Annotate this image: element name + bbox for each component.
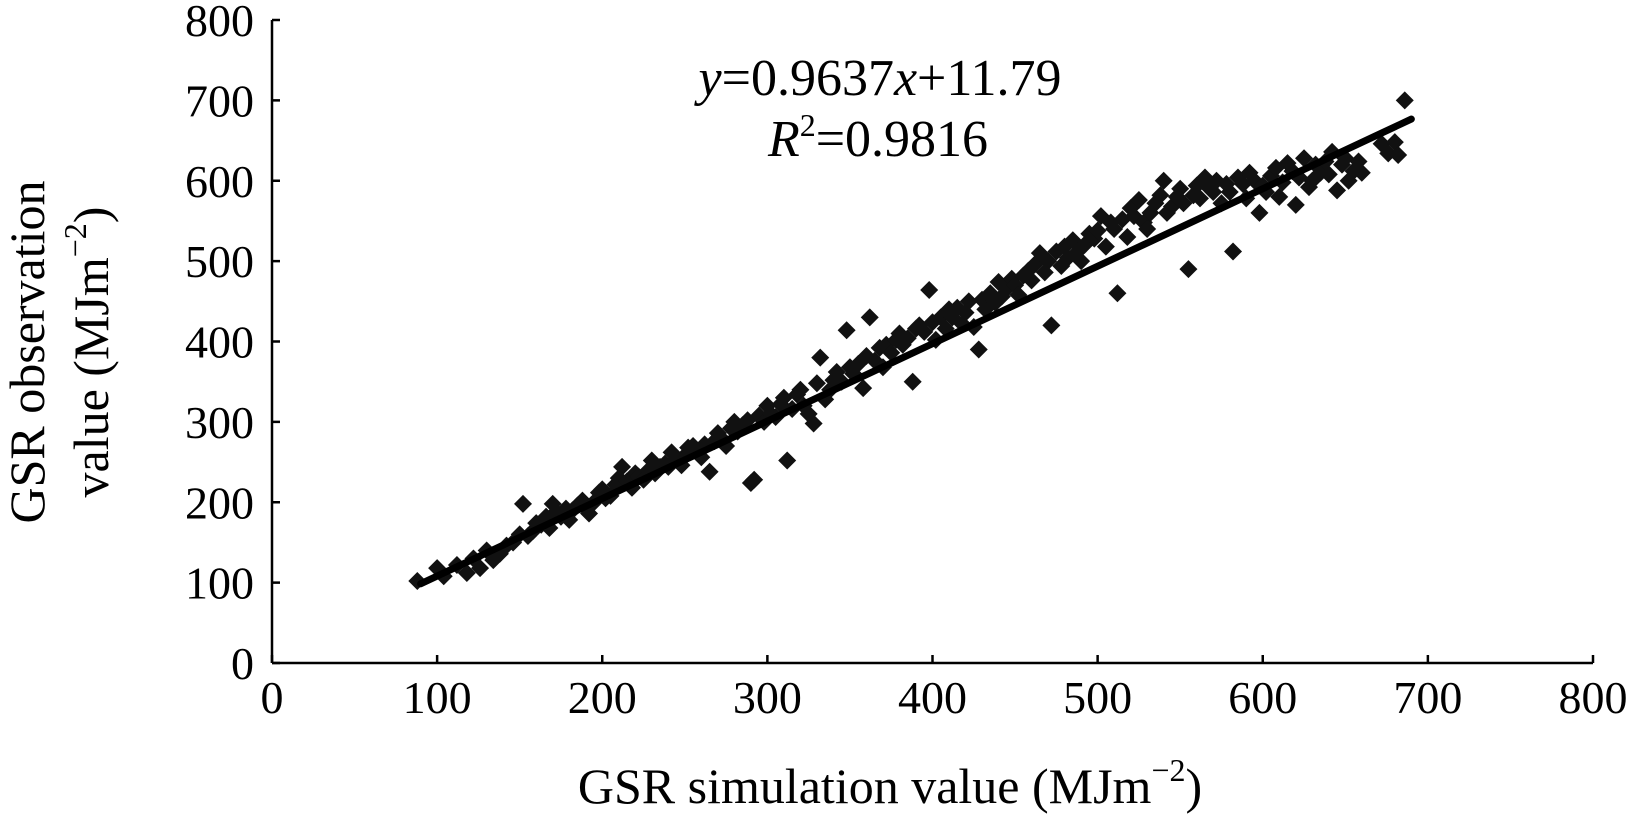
data-point-80 [791, 380, 810, 399]
r2-exp: 2 [800, 107, 816, 143]
y-tick-label-200: 200 [185, 477, 254, 528]
y-tick-label-300: 300 [185, 397, 254, 448]
x-tick-label-0: 0 [261, 672, 284, 723]
data-point-95 [854, 379, 873, 398]
x-axis-title-exp: −2 [1151, 752, 1185, 788]
data-point-220 [1389, 146, 1408, 165]
data-point-219 [1385, 133, 1404, 152]
data-point-208 [1319, 165, 1338, 184]
y-axis-title-line2-text: value (MJm [63, 257, 119, 497]
data-point-121 [959, 292, 978, 311]
x-tick-label-100: 100 [403, 672, 472, 723]
data-point-77 [778, 451, 797, 470]
data-point-162 [1129, 191, 1148, 210]
data-point-84 [807, 374, 826, 393]
data-point-159 [1118, 228, 1137, 247]
data-point-107 [903, 372, 922, 391]
y-tick-label-100: 100 [185, 558, 254, 609]
data-point-174 [1179, 260, 1198, 279]
data-point-141 [1042, 316, 1061, 335]
data-point-184 [1220, 183, 1239, 202]
data-point-210 [1328, 181, 1347, 200]
data-point-85 [811, 348, 830, 367]
data-point-58 [700, 462, 719, 481]
data-point-76 [774, 388, 793, 407]
x-axis-title-close: ) [1186, 758, 1203, 814]
data-point-148 [1072, 252, 1091, 271]
y-tick-label-700: 700 [185, 75, 254, 126]
equation-end: +11.79 [917, 50, 1061, 107]
x-tick-label-700: 700 [1393, 672, 1462, 723]
data-point-83 [804, 414, 823, 433]
equation-var-y: y [694, 50, 723, 107]
data-point-196 [1270, 187, 1289, 206]
x-axis-title: GSR simulation value (MJm−2) [578, 752, 1202, 814]
x-tick-label-800: 800 [1559, 672, 1628, 723]
data-point-152 [1088, 221, 1107, 240]
ticks-group: 0 100 200 300 400 500 600 700 800 0 100 200 300 400 50… [185, 0, 1628, 723]
y-tick-label-0: 0 [231, 638, 254, 689]
equation-mid: =0.9637 [722, 50, 894, 107]
data-point-172 [1171, 179, 1190, 198]
y-axis-title-line1: GSR observation [0, 180, 55, 523]
data-point-216 [1352, 163, 1371, 182]
data-point-200 [1286, 195, 1305, 214]
regression-equation: y=0.9637x+11.79 [694, 50, 1062, 107]
x-tick-label-300: 300 [733, 672, 802, 723]
y-axis-title-close: ) [63, 207, 119, 224]
y-tick-label-400: 400 [185, 317, 254, 368]
data-point-37 [613, 457, 632, 476]
data-point-13 [513, 494, 532, 513]
data-point-164 [1138, 219, 1157, 238]
x-tick-label-200: 200 [568, 672, 637, 723]
y-tick-label-500: 500 [185, 236, 254, 287]
data-point-136 [1022, 271, 1041, 290]
data-point-168 [1154, 171, 1173, 190]
r-squared-label: R2=0.9816 [767, 107, 988, 168]
data-point-111 [920, 281, 939, 300]
data-point-177 [1191, 189, 1210, 208]
data-point-69 [745, 470, 764, 489]
x-axis-title-text: GSR simulation value (MJm [578, 758, 1152, 814]
x-tick-label-500: 500 [1063, 672, 1132, 723]
data-point-97 [860, 308, 879, 327]
data-point-185 [1224, 242, 1243, 261]
data-point-6 [471, 559, 490, 578]
y-axis-title-line2: value (MJm−2) [57, 207, 119, 498]
y-axis-title-exp: −2 [57, 223, 93, 257]
x-tick-label-400: 400 [898, 672, 967, 723]
data-point-123 [969, 340, 988, 359]
equation-var-x: x [893, 50, 917, 107]
data-point-4 [457, 563, 476, 582]
data-point-157 [1108, 284, 1127, 303]
data-point-154 [1096, 237, 1115, 256]
x-tick-label-600: 600 [1228, 672, 1297, 723]
r2-var: R [767, 111, 800, 168]
data-point-221 [1395, 91, 1414, 110]
data-point-191 [1250, 203, 1269, 222]
r2-value: =0.9816 [816, 111, 988, 168]
y-tick-label-800: 800 [185, 0, 254, 46]
regression-line [417, 115, 1415, 588]
data-point-91 [837, 321, 856, 340]
data-point-167 [1151, 186, 1170, 205]
y-tick-label-600: 600 [185, 156, 254, 207]
